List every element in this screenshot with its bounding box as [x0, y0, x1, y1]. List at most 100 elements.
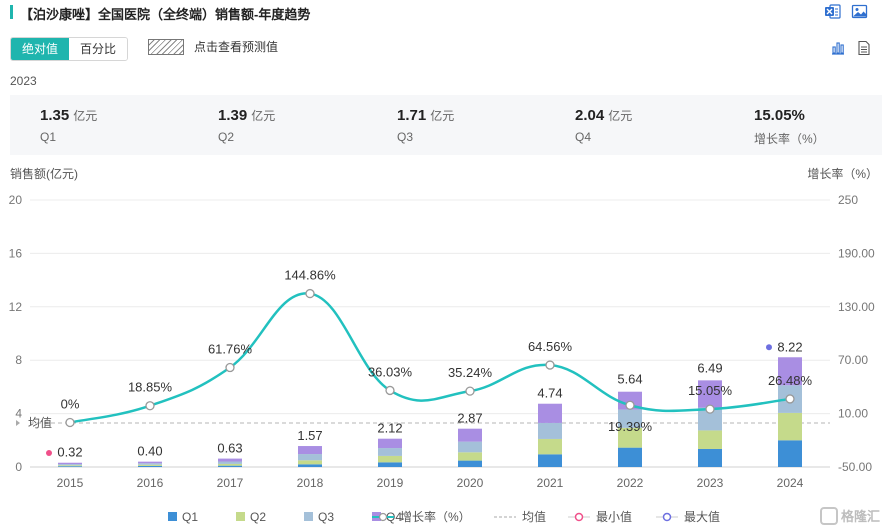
- x-tick-label: 2016: [137, 476, 164, 490]
- bar-segment-q4: [298, 446, 322, 455]
- bar-segment-q4: [58, 462, 82, 465]
- summary-label: Q4: [575, 130, 592, 144]
- growth-rate-point: [705, 404, 715, 414]
- bar-total-label: 5.64: [617, 372, 642, 387]
- legend-label-max: 最大值: [684, 509, 720, 524]
- logo-mark: [819, 506, 838, 525]
- summary-value: 15.05%: [754, 107, 805, 124]
- view-switcher: [830, 40, 872, 56]
- growth-rate-line: [69, 292, 791, 424]
- summary-label: 增长率（%）: [754, 132, 825, 146]
- tab-absolute[interactable]: 绝对值: [11, 38, 69, 60]
- legend-min-point: [574, 512, 584, 522]
- bar-total-label: 0.40: [137, 444, 162, 459]
- x-tick-label: 2019: [377, 476, 404, 490]
- legend-label-q3: Q3: [318, 510, 334, 524]
- summary-value: 1.39: [218, 107, 248, 124]
- legend-label-average: 均值: [522, 509, 546, 524]
- growth-rate-point: [305, 288, 315, 299]
- growth-rate-point: [465, 386, 475, 396]
- summary-label: Q3: [397, 130, 414, 144]
- bar-segment-q3: [618, 409, 642, 428]
- legend-label-growth: 增长率（%）: [400, 509, 471, 524]
- bar-total-label: 1.57: [297, 428, 322, 443]
- legend-swatch-q2: [236, 512, 245, 521]
- x-tick-label: 2017: [217, 476, 244, 490]
- bar-segment-q4: [458, 428, 482, 442]
- growth-rate-label: 35.24%: [448, 365, 493, 380]
- legend-swatch-q3: [304, 512, 313, 521]
- tab-percentage[interactable]: 百分比: [69, 38, 127, 60]
- summary-unit: 亿元: [608, 109, 633, 123]
- growth-rate-point: [145, 401, 155, 411]
- table-view-icon[interactable]: [856, 40, 872, 56]
- summary-value: 1.35: [40, 107, 70, 124]
- forecast-swatch[interactable]: [148, 38, 184, 55]
- bar-segment-q3: [458, 441, 482, 453]
- bar-segment-q2: [218, 463, 242, 466]
- y-left-tick-label: 20: [9, 193, 23, 207]
- bar-total-label: 0.63: [217, 441, 242, 456]
- y-right-tick-label: -50.00: [838, 460, 872, 474]
- min-value-marker: [46, 450, 52, 456]
- bar-segment-q2: [378, 455, 402, 463]
- view-mode-toggle: 绝对值 百分比: [10, 37, 128, 61]
- growth-rate-point: [625, 400, 635, 410]
- legend-max-point: [662, 512, 672, 522]
- excel-export-icon[interactable]: [824, 3, 841, 20]
- bar-segment-q1: [458, 460, 482, 467]
- logo-text: 格隆汇: [840, 509, 880, 524]
- bar-segment-q3: [138, 463, 162, 465]
- growth-rate-point: [65, 417, 75, 428]
- y-right-tick-label: 190.00: [838, 246, 875, 260]
- image-export-icon[interactable]: [851, 3, 868, 20]
- legend-label-q1: Q1: [182, 510, 198, 524]
- bar-segment-q2: [458, 452, 482, 461]
- growth-rate-label: 61.76%: [208, 342, 253, 357]
- bar-segment-q1: [698, 448, 722, 467]
- bar-total-label: 8.22: [777, 339, 802, 354]
- bar-segment-q1: [298, 464, 322, 467]
- bar-chart-view-icon[interactable]: [830, 40, 846, 56]
- bar-segment-q3: [58, 464, 82, 466]
- summary-unit: 亿元: [73, 109, 98, 123]
- growth-rate-label: 0%: [61, 397, 80, 412]
- forecast-toggle[interactable]: 点击查看预测值: [148, 38, 278, 55]
- forecast-label[interactable]: 点击查看预测值: [194, 40, 279, 54]
- growth-rate-label: 18.85%: [128, 380, 173, 395]
- bar-segment-q3: [538, 422, 562, 439]
- growth-rate-label: 64.56%: [528, 339, 573, 354]
- y-left-tick-label: 4: [15, 407, 22, 421]
- summary-panel: 1.35 亿元 Q1 1.39 亿元 Q2 1.71 亿元 Q3 2.04 亿元 Q4 …: [10, 95, 882, 155]
- average-label: 均值: [28, 415, 52, 430]
- growth-rate-point: [385, 385, 395, 396]
- growth-rate-label: 36.03%: [368, 364, 413, 379]
- growth-rate-point: [225, 362, 235, 373]
- legend-swatch-q1: [168, 512, 177, 521]
- bar-segment-q1: [138, 465, 162, 467]
- bar-segment-q3: [378, 448, 402, 456]
- right-axis-title: 增长率（%）: [807, 167, 878, 181]
- bar-segment-q2: [298, 460, 322, 465]
- bar-segment-q1: [618, 447, 642, 467]
- bar-segment-q3: [698, 407, 722, 431]
- average-marker: [16, 419, 20, 426]
- x-tick-label: 2021: [537, 476, 564, 490]
- bar-total-label: 4.74: [537, 386, 562, 401]
- y-right-tick-label: 250: [838, 193, 858, 207]
- bar-segment-q1: [778, 440, 802, 467]
- y-left-tick-label: 16: [9, 246, 23, 260]
- bar-segment-q4: [778, 357, 802, 386]
- growth-rate-point: [785, 394, 795, 404]
- summary-label: Q2: [218, 130, 235, 144]
- x-tick-label: 2020: [457, 476, 484, 490]
- top-toolbar: [824, 3, 868, 20]
- title-bar: 【泊沙康唑】全国医院（全终端）销售额-年度趋势: [0, 0, 886, 28]
- legend-growth-point: [378, 512, 388, 522]
- summary-unit: 亿元: [251, 109, 276, 123]
- bar-segment-q3: [298, 454, 322, 461]
- watermark-logo: 格隆汇: [819, 506, 880, 525]
- bar-segment-q4: [538, 403, 562, 423]
- growth-rate-label: 26.48%: [768, 373, 813, 388]
- bar-segment-q1: [538, 454, 562, 467]
